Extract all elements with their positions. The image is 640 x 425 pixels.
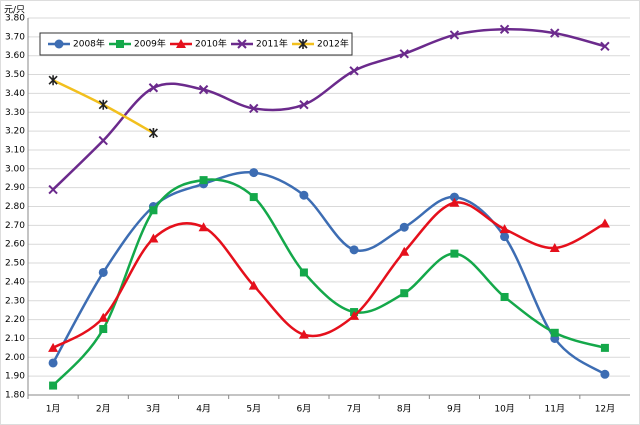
point <box>600 369 610 379</box>
point <box>148 127 158 138</box>
series-line <box>51 171 606 376</box>
x-tick-label: 5月 <box>246 404 261 415</box>
legend-label: 2011年 <box>256 38 288 50</box>
point <box>550 28 560 38</box>
point <box>299 190 309 200</box>
y-tick-label: 2.20 <box>5 315 25 325</box>
point <box>198 222 209 232</box>
point <box>449 30 460 40</box>
point <box>399 222 409 232</box>
point <box>499 24 510 35</box>
y-tick-label: 3.50 <box>5 70 25 80</box>
point <box>349 66 359 76</box>
point <box>549 242 560 252</box>
x-tick-label: 10月 <box>494 404 514 415</box>
point <box>249 193 258 202</box>
point <box>298 329 309 339</box>
point <box>449 192 459 202</box>
point <box>98 135 108 146</box>
point <box>199 176 208 185</box>
point <box>499 224 510 234</box>
y-tick-label: 3.60 <box>5 51 25 61</box>
y-tick-label: 2.70 <box>5 221 25 231</box>
x-tick-label: 6月 <box>297 404 312 415</box>
point <box>48 184 58 195</box>
point <box>249 103 259 114</box>
y-tick-label: 2.30 <box>5 296 25 306</box>
x-tick-label: 9月 <box>447 404 462 415</box>
point <box>600 343 609 352</box>
y-tick-label: 3.80 <box>5 14 25 24</box>
point <box>349 245 359 255</box>
legend-label: 2008年 <box>73 38 105 50</box>
x-tick-label: 11月 <box>545 404 565 415</box>
y-tick-label: 3.20 <box>5 127 25 137</box>
point <box>450 249 459 258</box>
legend-marker <box>54 39 64 49</box>
y-tick-label: 3.00 <box>5 164 25 174</box>
point <box>98 99 108 110</box>
legend-marker <box>237 39 247 49</box>
y-tick-label: 2.90 <box>5 183 25 193</box>
legend-label: 2012年 <box>317 38 349 50</box>
point <box>349 310 360 320</box>
legend-marker <box>298 39 308 49</box>
point <box>299 268 308 277</box>
point <box>500 292 509 301</box>
y-tick-label: 2.00 <box>5 353 25 363</box>
y-tick-label: 2.80 <box>5 202 25 212</box>
point <box>599 218 610 228</box>
point <box>600 41 610 51</box>
y-tick-label: 3.70 <box>5 32 25 42</box>
point <box>98 312 109 322</box>
legend-label: 2010年 <box>195 38 227 50</box>
point <box>248 280 259 290</box>
legend-box <box>39 32 353 56</box>
point <box>48 342 59 352</box>
legend-label: 2009年 <box>134 38 166 50</box>
point <box>48 75 58 86</box>
point <box>99 325 108 334</box>
series-line <box>52 28 606 191</box>
legend: 2008年 2009年 2010年 2011年 2012年 <box>39 32 353 56</box>
point <box>49 381 58 390</box>
point <box>399 49 409 59</box>
point <box>550 328 559 337</box>
y-tick-label: 2.10 <box>5 334 25 344</box>
y-tick-label: 2.40 <box>5 277 25 287</box>
point <box>148 233 159 243</box>
x-tick-label: 8月 <box>397 404 412 415</box>
point <box>500 232 510 242</box>
x-tick-label: 4月 <box>196 404 211 415</box>
point <box>449 197 460 207</box>
x-tick-label: 1月 <box>46 404 61 415</box>
x-tick-label: 7月 <box>347 404 362 415</box>
point <box>149 206 158 215</box>
x-tick-label: 2月 <box>96 404 111 415</box>
y-tick-label: 2.60 <box>5 240 25 250</box>
y-tick-label: 1.90 <box>5 372 25 382</box>
legend-marker <box>116 40 124 48</box>
y-tick-label: 3.10 <box>5 145 25 155</box>
x-tick-label: 3月 <box>146 404 161 415</box>
y-tick-label: 2.50 <box>5 259 25 269</box>
y-tick-label: 1.80 <box>5 391 25 401</box>
point <box>299 100 309 110</box>
y-tick-label: 3.30 <box>5 108 25 118</box>
y-axis-label: 元/只 <box>4 6 25 16</box>
point <box>98 267 108 277</box>
x-tick-label: 12月 <box>595 404 615 415</box>
point <box>148 83 159 93</box>
point <box>249 168 259 178</box>
point <box>400 289 409 298</box>
legend-marker <box>176 39 186 48</box>
point <box>198 84 209 95</box>
y-tick-label: 3.40 <box>5 89 25 99</box>
point <box>48 358 58 368</box>
point <box>399 246 410 256</box>
